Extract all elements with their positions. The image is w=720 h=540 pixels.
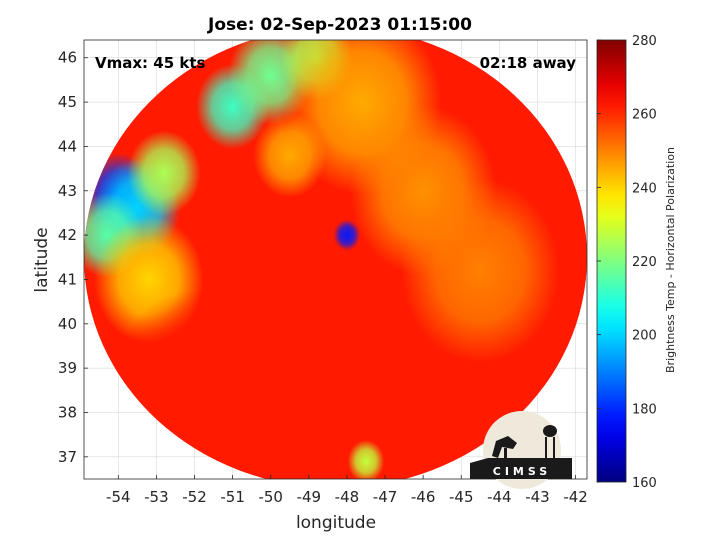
vmax-annotation: Vmax: 45 kts (95, 54, 205, 72)
colorbar (596, 39, 627, 483)
plot-frame (83, 39, 588, 480)
y-tick-label: 40 (58, 315, 77, 333)
x-tick-label: -42 (563, 488, 588, 506)
y-tick-label: 45 (58, 93, 77, 111)
x-tick-label: -45 (449, 488, 474, 506)
x-tick-label: -46 (411, 488, 436, 506)
swath-features (84, 40, 560, 479)
satellite-dish-icon (492, 436, 517, 458)
colorbar-tick-label: 220 (632, 255, 657, 270)
tower-leg (545, 437, 547, 463)
x-tick-labels: -54 -53 -52 -51 -50 -49 -48 -47 -46 -45 -44 -43 -42 (106, 475, 588, 506)
x-tick-label: -44 (487, 488, 512, 506)
y-tick-label: 39 (58, 359, 77, 377)
y-tick-label: 41 (58, 270, 77, 288)
y-tick-labels: 37 38 39 40 41 42 43 44 45 46 (58, 49, 88, 466)
x-tick-label: -53 (144, 488, 169, 506)
y-tick-label: 38 (58, 403, 77, 421)
time-away-annotation: 02:18 away (480, 54, 577, 72)
temp-feature (127, 130, 201, 216)
x-tick-label: -47 (373, 488, 398, 506)
x-tick-label: -49 (297, 488, 322, 506)
temp-feature (347, 439, 385, 479)
temp-feature (333, 219, 361, 251)
dish-mount-icon (504, 448, 507, 464)
tower-leg (553, 437, 555, 463)
colorbar-tick-label: 200 (632, 329, 657, 344)
colorbar-tick-label: 280 (632, 34, 657, 49)
temp-feature (253, 112, 327, 198)
y-tick-label: 44 (58, 137, 77, 155)
y-tick-label: 43 (58, 182, 77, 200)
y-tick-label: 42 (58, 226, 77, 244)
colorbar-tick-labels: 160 180 200 220 240 260 280 (597, 34, 657, 491)
colorbar-label: Brightness Temp - Horizontal Polarizatio… (664, 147, 677, 373)
colorbar-tick-label: 240 (632, 181, 657, 196)
y-tick-label: 37 (58, 448, 77, 466)
x-tick-label: -52 (182, 488, 207, 506)
colorbar-tick-label: 160 (632, 476, 657, 491)
water-tower-icon (543, 425, 557, 437)
cimss-logo: CIMSS (470, 411, 572, 489)
logo-text: CIMSS (493, 465, 551, 478)
x-tick-label: -50 (258, 488, 283, 506)
x-tick-label: -48 (335, 488, 360, 506)
temp-feature (401, 178, 560, 363)
logo-banner (470, 458, 572, 479)
y-tick-label: 46 (58, 49, 77, 67)
x-tick-label: -51 (220, 488, 245, 506)
colorbar-tick-label: 260 (632, 108, 657, 123)
chart-title: Jose: 02-Sep-2023 01:15:00 (207, 15, 472, 35)
brightness-temp-swath (84, 40, 587, 479)
x-tick-label: -43 (525, 488, 550, 506)
x-axis-label: longitude (296, 513, 376, 533)
y-axis-label: latitude (32, 227, 52, 292)
colorbar-tick-label: 180 (632, 402, 657, 417)
colorbar-gradient (596, 39, 627, 483)
x-tick-label: -54 (106, 488, 131, 506)
